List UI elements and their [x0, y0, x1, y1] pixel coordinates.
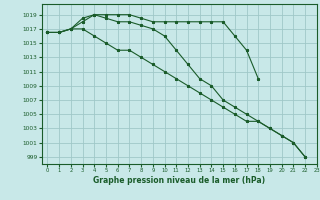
- X-axis label: Graphe pression niveau de la mer (hPa): Graphe pression niveau de la mer (hPa): [93, 176, 265, 185]
